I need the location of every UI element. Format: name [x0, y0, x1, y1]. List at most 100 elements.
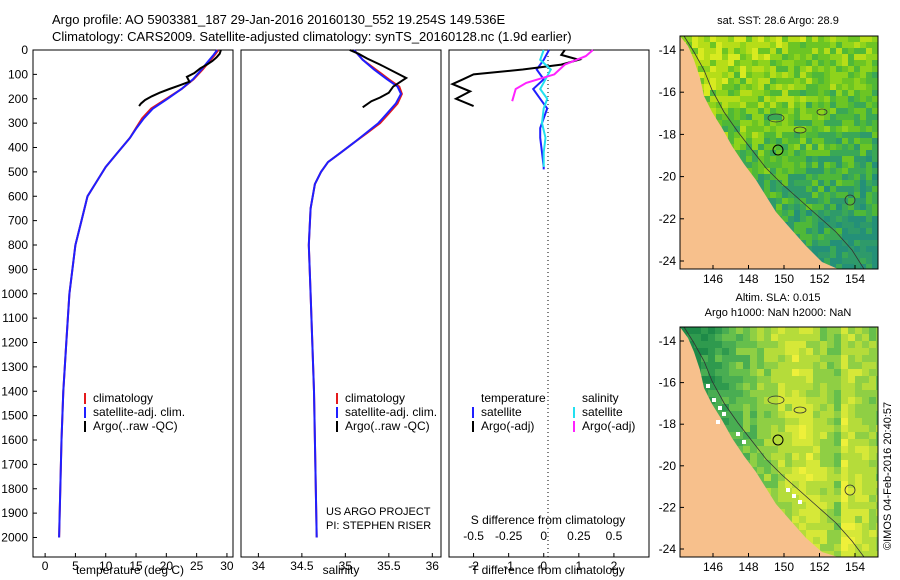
t-difference-x-axis: -2 -1 0 1 2	[468, 553, 618, 573]
heatmap-cell	[862, 439, 869, 446]
heatmap-cell	[764, 446, 771, 453]
heatmap-cell	[752, 132, 758, 138]
heatmap-cell	[728, 84, 734, 90]
heatmap-cell	[842, 108, 848, 114]
heatmap-cell	[813, 341, 820, 348]
map-longitude-label: 148	[738, 560, 758, 574]
heatmap-cell	[866, 234, 872, 240]
heatmap-cell	[722, 348, 729, 355]
heatmap-cell	[736, 390, 743, 397]
heatmap-cell	[836, 66, 842, 72]
heatmap-cell	[841, 502, 848, 509]
heatmap-cell	[854, 54, 860, 60]
heatmap-cell	[862, 404, 869, 411]
heatmap-cell	[860, 180, 866, 186]
heatmap-cell	[860, 36, 866, 42]
temperature-legend: climatology satellite-adj. clim. Argo(..…	[84, 391, 185, 433]
depth-tick-label: 900	[8, 262, 28, 276]
heatmap-cell	[800, 42, 806, 48]
heatmap-cell	[860, 138, 866, 144]
heatmap-cell	[728, 78, 734, 84]
heatmap-cell	[740, 96, 746, 102]
heatmap-cell	[820, 467, 827, 474]
heatmap-cell	[827, 516, 834, 523]
heatmap-cell	[836, 150, 842, 156]
heatmap-cell	[869, 369, 876, 376]
heatmap-cell	[869, 418, 876, 425]
heatmap-cell	[806, 204, 812, 210]
heatmap-cell	[758, 120, 764, 126]
heatmap-cell	[854, 162, 860, 168]
heatmap-cell	[704, 60, 710, 66]
heatmap-cell	[806, 467, 813, 474]
heatmap-cell	[834, 411, 841, 418]
heatmap-cell	[862, 376, 869, 383]
heatmap-cell	[862, 467, 869, 474]
heatmap-cell	[728, 114, 734, 120]
heatmap-cell	[818, 126, 824, 132]
heatmap-cell	[848, 418, 855, 425]
heatmap-cell	[848, 222, 854, 228]
heatmap-cell	[740, 72, 746, 78]
heatmap-cell	[872, 54, 878, 60]
heatmap-cell	[872, 180, 878, 186]
heatmap-cell	[812, 222, 818, 228]
x-tick-label: 1	[575, 559, 582, 573]
heatmap-cell	[722, 334, 729, 341]
heatmap-cell	[782, 168, 788, 174]
heatmap-cell	[764, 362, 771, 369]
heatmap-cell	[794, 102, 800, 108]
depth-tick-label: 1400	[1, 384, 28, 398]
heatmap-cell	[836, 48, 842, 54]
heatmap-cell	[848, 383, 855, 390]
heatmap-cell	[764, 390, 771, 397]
heatmap-cell	[736, 327, 743, 334]
heatmap-cell	[764, 481, 771, 488]
heatmap-cell	[770, 180, 776, 186]
heatmap-cell	[848, 411, 855, 418]
heatmap-cell	[824, 180, 830, 186]
heatmap-cell	[848, 78, 854, 84]
heatmap-cell	[701, 341, 708, 348]
heatmap-cell	[848, 174, 854, 180]
heatmap-cell	[776, 156, 782, 162]
heatmap-cell	[813, 355, 820, 362]
heatmap-cell	[785, 404, 792, 411]
heatmap-cell	[794, 144, 800, 150]
heatmap-cell	[758, 126, 764, 132]
heatmap-cell	[799, 411, 806, 418]
heatmap-cell	[824, 234, 830, 240]
depth-tick-label: 1800	[1, 482, 28, 496]
heatmap-cell	[818, 60, 824, 66]
heatmap-cell	[716, 90, 722, 96]
heatmap-cell	[854, 150, 860, 156]
heatmap-cell	[743, 453, 750, 460]
heatmap-cell	[752, 174, 758, 180]
heatmap-cell	[830, 60, 836, 66]
x-tick-label: 2	[611, 559, 618, 573]
heatmap-cell	[734, 126, 740, 132]
heatmap-cell	[782, 102, 788, 108]
heatmap-cell	[752, 108, 758, 114]
heatmap-cell	[876, 327, 878, 334]
heatmap-cell	[770, 60, 776, 66]
heatmap-cell	[820, 327, 827, 334]
difference-series	[449, 49, 594, 170]
heatmap-cell	[694, 348, 701, 355]
heatmap-cell	[860, 126, 866, 132]
heatmap-cell	[778, 432, 785, 439]
heatmap-cell	[770, 186, 776, 192]
heatmap-cell	[860, 156, 866, 162]
heatmap-cell	[836, 258, 842, 264]
heatmap-cell	[830, 36, 836, 42]
heatmap-cell	[862, 390, 869, 397]
heatmap-cell	[734, 48, 740, 54]
heatmap-cell	[876, 390, 878, 397]
heatmap-cell	[799, 467, 806, 474]
heatmap-cell	[752, 96, 758, 102]
heatmap-cell	[750, 418, 757, 425]
heatmap-cell	[869, 544, 876, 551]
heatmap-cell	[743, 418, 750, 425]
s-tick-label: -0.25	[495, 529, 523, 543]
heatmap-cell	[869, 467, 876, 474]
